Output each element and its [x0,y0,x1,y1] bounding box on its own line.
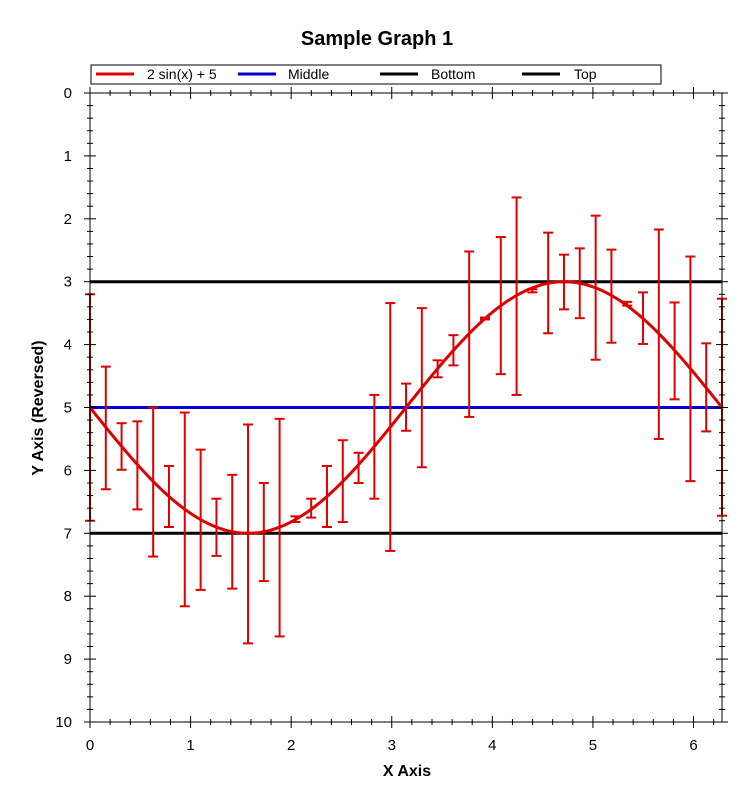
y-axis-title: Y Axis (Reversed) [30,340,47,475]
y-tick-label: 5 [64,400,72,417]
x-tick-label: 2 [287,737,295,754]
x-tick-label: 1 [186,737,194,754]
y-tick-label: 0 [64,85,72,102]
x-tick-label: 0 [86,737,94,754]
y-tick-label: 2 [64,211,72,228]
chart-title: Sample Graph 1 [301,28,453,50]
y-tick-label: 7 [64,525,72,542]
legend-label-middle: Middle [288,66,329,82]
x-tick-label: 6 [689,737,697,754]
legend-box [90,64,662,85]
y-tick-label: 4 [64,337,72,354]
legend-label-bottom: Bottom [431,66,475,82]
series-line-sin [88,280,724,535]
legend-label-sin: 2 sin(x) + 5 [147,66,217,82]
x-axis-title: X Axis [383,763,431,780]
x-tick-label: 4 [488,737,496,754]
y-tick-label: 9 [64,651,72,668]
y-tick-label: 8 [64,588,72,605]
y-tick-label: 6 [64,462,72,479]
y-tick-label: 10 [55,714,72,731]
y-tick-label: 3 [64,274,72,291]
y-tick-label: 1 [64,148,72,165]
x-tick-label: 3 [388,737,396,754]
legend: 2 sin(x) + 5 Middle Bottom Top [90,64,662,85]
x-tick-label: 5 [589,737,597,754]
plot-area: 0 1 2 3 4 5 6 7 8 9 10 0 1 2 3 4 5 6 [55,85,728,754]
legend-label-top: Top [574,66,597,82]
